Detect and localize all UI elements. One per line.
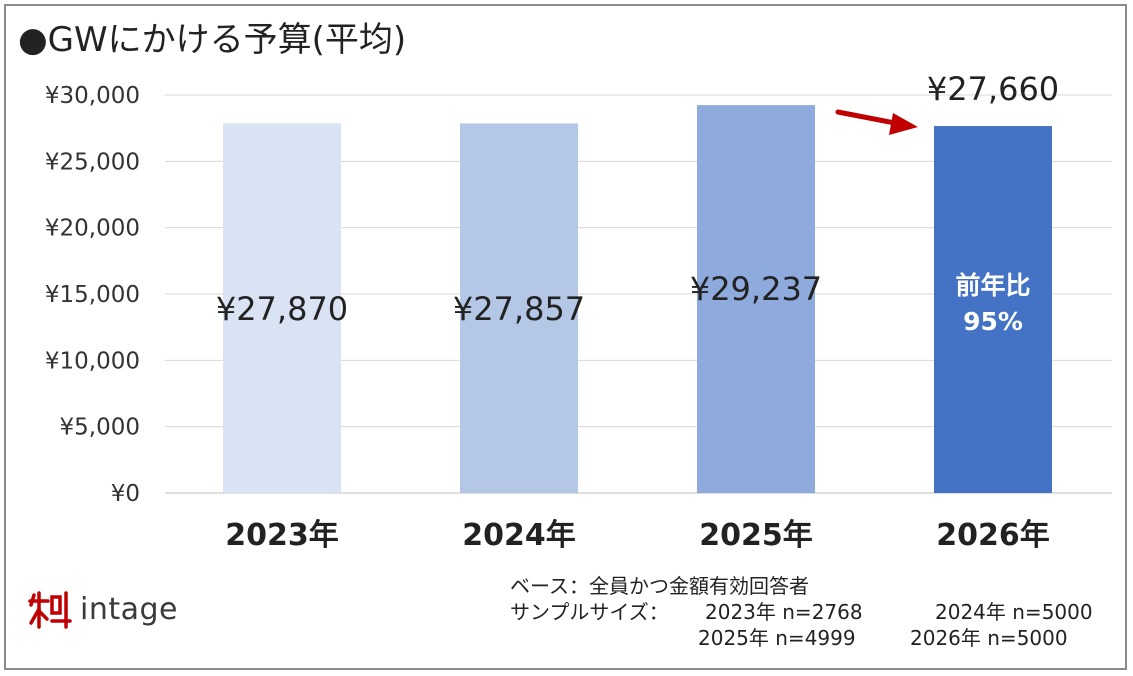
y-tick-label: ¥10,000 [45,348,140,374]
arrow-shaft [835,109,903,127]
sample-2024: 2024年 n=5000 [935,600,1093,624]
bar-2026年 [934,126,1052,493]
sample-2026: 2026年 n=5000 [910,626,1068,650]
intage-logo-icon [28,591,72,629]
x-tick-label: 2024年 [462,518,576,553]
yoy-label: 前年比 [955,271,1030,300]
logo-text: intage [80,591,178,627]
sample-2023: 2023年 n=2768 [705,600,863,624]
x-tick-label: 2025年 [699,518,813,553]
x-tick-label: 2023年 [225,518,339,553]
bar-2023年 [223,123,341,494]
value-label-top: ¥27,660 [927,70,1059,108]
sample-2025: 2025年 n=4999 [698,626,856,650]
arrow-head [889,113,918,135]
bar-2025年 [697,105,815,493]
intage-logo: intage [28,587,178,631]
sample-size-label: サンプルサイズ： [510,600,669,624]
y-tick-label: ¥25,000 [45,149,140,175]
bar-2024年 [460,123,578,493]
chart-title: ●GWにかける予算(平均) [18,20,407,60]
y-tick-label: ¥20,000 [45,216,140,242]
yoy-value: 95% [963,307,1023,336]
value-label: ¥27,870 [216,290,348,328]
value-label: ¥29,237 [690,270,822,308]
y-tick-label: ¥15,000 [45,282,140,308]
base-note: ベース：全員かつ金額有効回答者 [510,574,809,598]
value-label: ¥27,857 [453,290,585,328]
y-tick-label: ¥0 [111,481,140,507]
y-tick-label: ¥5,000 [60,415,140,441]
x-tick-label: 2026年 [936,518,1050,553]
y-tick-label: ¥30,000 [45,83,140,109]
